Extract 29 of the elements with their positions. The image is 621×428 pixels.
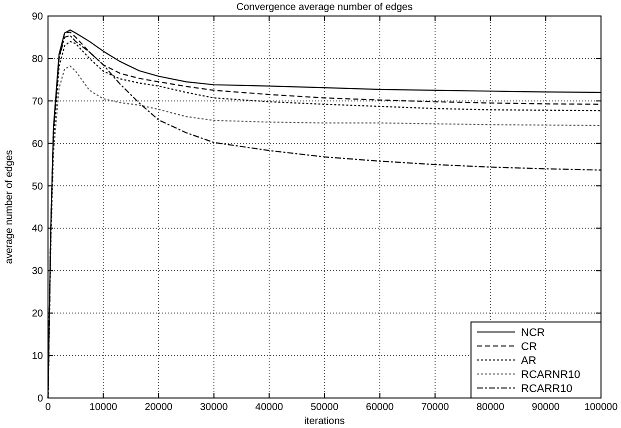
y-axis-title: average number of edges: [4, 150, 15, 264]
x-tick-label: 0: [45, 402, 52, 413]
x-tick-label: 20000: [144, 402, 173, 413]
legend-label: RCARNR10: [521, 369, 580, 381]
x-tick-label: 30000: [200, 402, 228, 413]
x-axis-title: iterations: [304, 416, 345, 427]
y-tick-label: 50: [32, 181, 44, 192]
x-tick-label: 40000: [255, 402, 284, 413]
legend-label: NCR: [521, 327, 545, 339]
y-tick-label: 30: [32, 266, 44, 278]
x-tick-label: 80000: [476, 402, 505, 413]
y-tick-label: 90: [32, 12, 44, 22]
x-tick-label: 60000: [366, 402, 394, 413]
legend-label: CR: [521, 341, 537, 353]
x-tick-label: 100000: [584, 402, 618, 413]
y-tick-label: 0: [37, 394, 44, 404]
y-tick-label: 20: [32, 308, 44, 320]
legend-label: AR: [521, 355, 536, 367]
x-tick-label: 10000: [89, 402, 118, 413]
x-tick-label: 90000: [532, 402, 560, 413]
y-tick-label: 10: [32, 351, 44, 362]
x-tick-label: 50000: [310, 402, 339, 413]
y-tick-label: 80: [32, 54, 44, 65]
y-tick-label: 40: [32, 224, 44, 235]
y-tick-label: 70: [32, 96, 44, 108]
y-tick-label: 60: [32, 138, 44, 150]
legend-label: RCARR10: [521, 383, 572, 395]
chart-title: Convergence average number of edges: [236, 2, 413, 13]
x-tick-label: 70000: [421, 402, 450, 413]
